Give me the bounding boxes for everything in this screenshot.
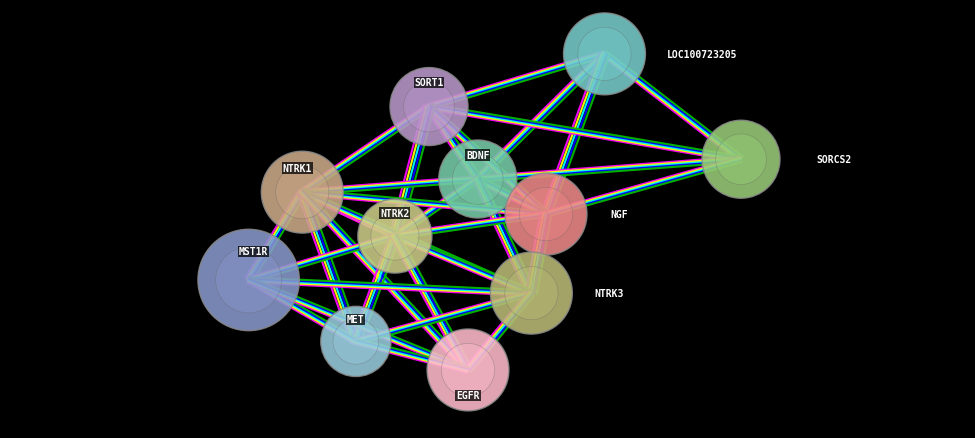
Text: SORT1: SORT1 <box>414 78 444 88</box>
Ellipse shape <box>490 253 572 334</box>
Text: NTRK3: NTRK3 <box>595 289 624 298</box>
Ellipse shape <box>261 152 343 233</box>
Ellipse shape <box>505 174 587 255</box>
Text: NGF: NGF <box>610 210 628 219</box>
Ellipse shape <box>716 134 766 185</box>
Ellipse shape <box>564 14 645 95</box>
Ellipse shape <box>702 121 780 199</box>
Ellipse shape <box>427 329 509 411</box>
Text: LOC100723205: LOC100723205 <box>667 50 737 60</box>
Ellipse shape <box>321 307 391 377</box>
Ellipse shape <box>390 68 468 146</box>
Ellipse shape <box>370 212 419 261</box>
Ellipse shape <box>439 141 517 219</box>
Text: NTRK1: NTRK1 <box>283 164 312 173</box>
Text: MET: MET <box>347 315 365 325</box>
Text: EGFR: EGFR <box>456 391 480 400</box>
Ellipse shape <box>578 28 631 81</box>
Ellipse shape <box>505 267 558 320</box>
Text: MST1R: MST1R <box>239 247 268 257</box>
Ellipse shape <box>520 188 572 241</box>
Text: NTRK2: NTRK2 <box>380 209 410 219</box>
Text: SORCS2: SORCS2 <box>816 155 851 165</box>
Ellipse shape <box>333 319 378 364</box>
Ellipse shape <box>358 200 432 273</box>
Ellipse shape <box>404 82 454 133</box>
Ellipse shape <box>452 154 503 205</box>
Text: BDNF: BDNF <box>466 151 489 160</box>
Ellipse shape <box>198 230 299 331</box>
Ellipse shape <box>276 166 329 219</box>
Ellipse shape <box>442 343 494 397</box>
Ellipse shape <box>215 247 282 313</box>
